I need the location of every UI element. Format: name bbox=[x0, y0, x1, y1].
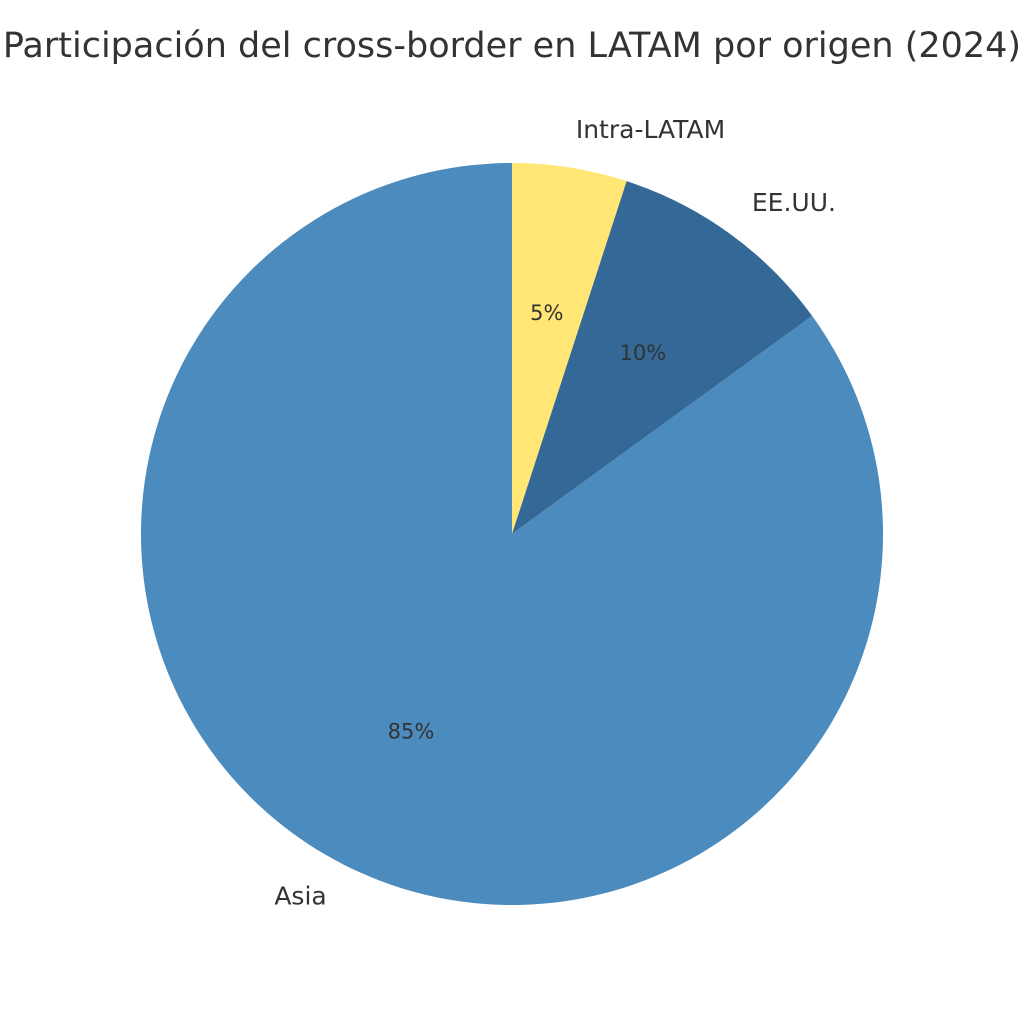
pie-labels: Intra-LATAM 5% EE.UU. 10% Asia 85% bbox=[274, 115, 836, 911]
slice-percent-label: 5% bbox=[530, 301, 563, 325]
pie-slices bbox=[140, 163, 884, 905]
slice-label: EE.UU. bbox=[752, 188, 836, 217]
slice-label: Intra-LATAM bbox=[576, 115, 725, 144]
slice-percent-label: 85% bbox=[388, 719, 435, 743]
slice-percent-label: 10% bbox=[619, 341, 666, 365]
slice-label: Asia bbox=[274, 882, 326, 911]
pie-slice-asia bbox=[140, 163, 884, 905]
pie-slice-ee-uu bbox=[512, 181, 813, 535]
chart-title: Participación del cross-border en LATAM … bbox=[3, 26, 1021, 66]
pie-slice-intra-latam bbox=[512, 163, 627, 534]
